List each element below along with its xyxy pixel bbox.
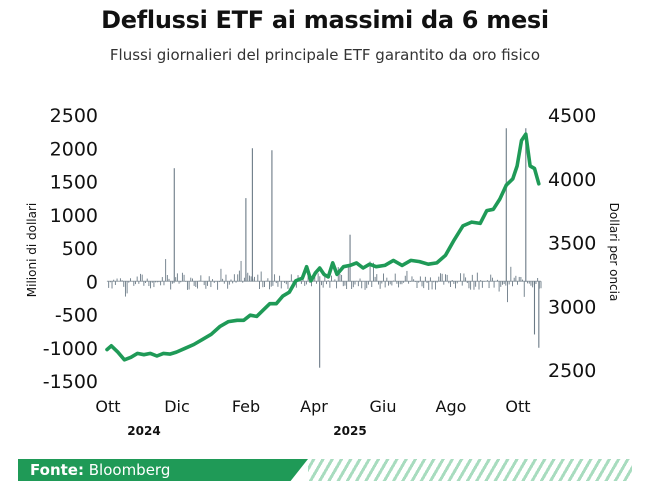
right-axis-title: Dollari per oncia (607, 203, 621, 302)
x-tick-label: Ott (505, 397, 530, 416)
gold-etf-chart: 2500 2000 1500 1000 500 0 -500 -1000 -1500 4500 40… (25, 105, 621, 438)
left-axis-title: Milioni di dollari (25, 203, 39, 297)
left-tick-label: -500 (55, 305, 98, 327)
right-tick-label: 2500 (548, 360, 596, 382)
left-tick-label: 1500 (50, 172, 98, 194)
footer-label: Fonte: (30, 461, 84, 479)
x-tick-label: Giu (370, 397, 397, 416)
left-tick-label: 2500 (50, 105, 98, 127)
x-tick-label: Apr (300, 397, 328, 416)
chart-subtitle: Flussi giornalieri del principale ETF ga… (109, 46, 541, 64)
footer: Fonte: Bloomberg (18, 459, 632, 481)
x-tick-label: Dic (164, 397, 190, 416)
left-tick-label: 0 (86, 271, 98, 293)
left-tick-label: -1500 (43, 371, 98, 393)
left-tick-label: 2000 (50, 138, 98, 160)
year-label: 2025 (333, 424, 366, 438)
footer-stripes (308, 459, 632, 481)
gold-price-line (105, 132, 541, 362)
x-tick-label: Feb (232, 397, 260, 416)
right-tick-label: 4500 (548, 105, 596, 127)
right-tick-label: 3500 (548, 233, 596, 255)
year-label: 2024 (127, 424, 160, 438)
x-tick-label: Ago (436, 397, 467, 416)
chart-title: Deflussi ETF ai massimi da 6 mesi (101, 6, 549, 34)
footer-source: Fonte: Bloomberg (30, 461, 170, 479)
footer-source-name: Bloomberg (88, 461, 171, 479)
left-tick-label: 500 (62, 238, 98, 260)
footer-banner (18, 459, 308, 481)
x-tick-label: Ott (95, 397, 120, 416)
right-tick-label: 3000 (548, 296, 596, 318)
right-tick-label: 4000 (548, 169, 596, 191)
left-tick-label: -1000 (43, 338, 98, 360)
left-tick-label: 1000 (50, 205, 98, 227)
